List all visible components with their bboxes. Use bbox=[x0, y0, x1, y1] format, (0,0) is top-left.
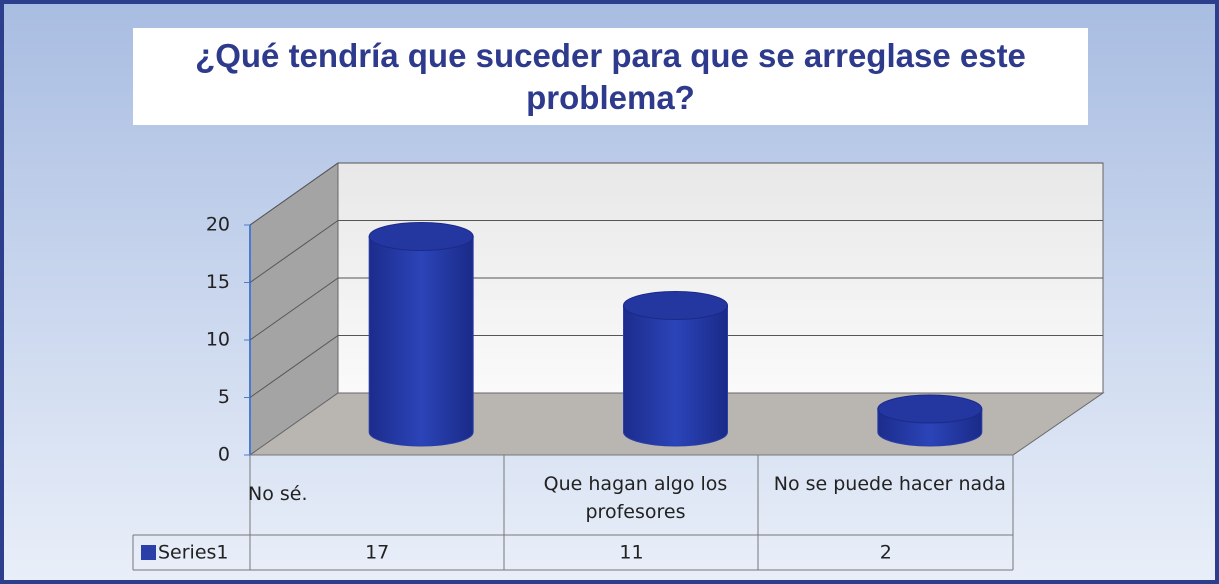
legend-label: Series1 bbox=[158, 542, 229, 564]
y-tick-label: 15 bbox=[206, 271, 230, 293]
grid-line bbox=[249, 335, 339, 398]
grid-line bbox=[249, 162, 339, 226]
cylinder bbox=[368, 222, 474, 447]
category-label: No sé. bbox=[248, 483, 308, 505]
data-table-value: 17 bbox=[365, 542, 389, 564]
cylinder bbox=[623, 291, 728, 447]
cylinder-body bbox=[368, 236, 474, 447]
cylinder-top bbox=[368, 222, 474, 251]
cylinder bbox=[877, 394, 983, 447]
category-label: Que hagan algo los profesores bbox=[543, 473, 728, 523]
y-tick-label: 10 bbox=[206, 329, 230, 351]
data-table-value: 2 bbox=[880, 542, 892, 564]
cylinder-top bbox=[623, 291, 728, 320]
y-tick-label: 20 bbox=[206, 214, 230, 236]
grid-line bbox=[249, 277, 339, 341]
data-table bbox=[132, 454, 1014, 571]
grid-line bbox=[249, 220, 339, 283]
category-label: No se puede hacer nada bbox=[773, 473, 1006, 495]
y-tick-label: 5 bbox=[218, 386, 230, 408]
data-table-value: 11 bbox=[619, 542, 643, 564]
legend-key bbox=[141, 545, 156, 560]
y-tick-label: 0 bbox=[218, 444, 230, 466]
cylinder-body bbox=[623, 305, 728, 447]
cylinder-top bbox=[877, 394, 983, 424]
chart-title: ¿Qué tendría que suceder para que se arr… bbox=[133, 28, 1088, 125]
